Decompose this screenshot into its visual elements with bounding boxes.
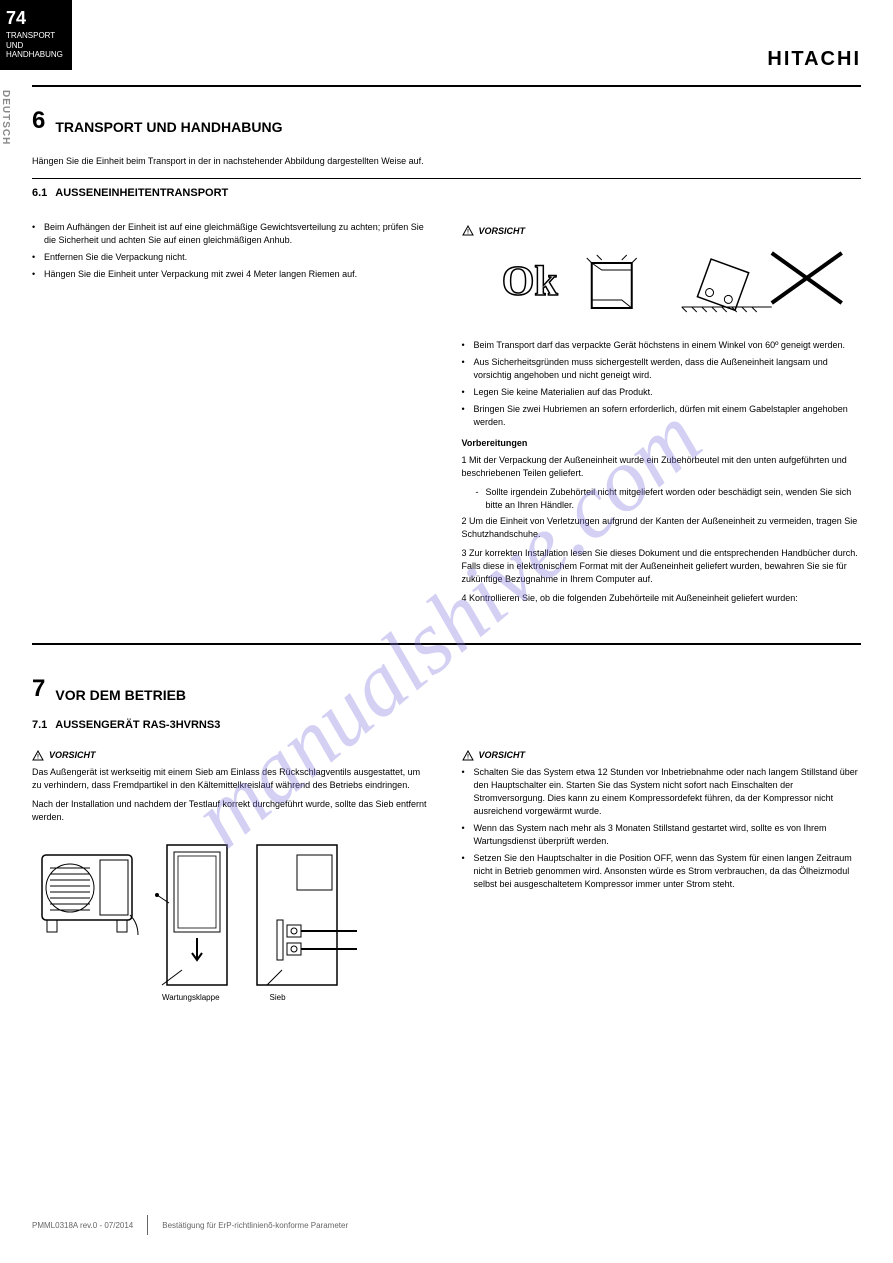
bullet-item: Entfernen Sie die Verpackung nicht. xyxy=(32,251,432,264)
upright-box-icon xyxy=(586,255,636,308)
bullet-item: Legen Sie keine Materialien auf das Prod… xyxy=(462,386,862,399)
left-column: ! VORSICHT Das Außengerät ist werkseitig… xyxy=(32,749,432,1003)
caution-label: VORSICHT xyxy=(49,749,96,762)
subsection-number: 7.1 xyxy=(32,719,47,731)
paragraph: Nach der Installation und nachdem der Te… xyxy=(32,798,432,824)
illustration-label: Sieb xyxy=(270,992,286,1004)
ok-text: Ok xyxy=(501,259,558,305)
list-heading: Vorbereitungen xyxy=(462,437,862,450)
footer-divider xyxy=(147,1215,148,1235)
bullet-item: Bringen Sie zwei Hubriemen an sofern erf… xyxy=(462,403,862,429)
subsection-heading: 6.1 AUSSENEINHEITENTRANSPORT xyxy=(32,179,861,207)
section-heading: 7 VOR DEM BETRIEB xyxy=(32,655,861,711)
svg-text:!: ! xyxy=(467,755,469,761)
page-footer: PMML0318A rev.0 - 07/2014 Bestätigung fü… xyxy=(32,1215,861,1235)
brand-logo: HITACHI xyxy=(767,48,861,71)
svg-text:!: ! xyxy=(467,230,469,236)
cross-icon xyxy=(771,253,841,303)
footer-description: Bestätigung für ErP-richtlinienõ-konform… xyxy=(162,1221,348,1230)
section-heading: 6 TRANSPORT UND HANDHABUNG xyxy=(32,87,861,143)
numbered-item: Mit der Verpackung der Außeneinheit wurd… xyxy=(462,455,847,478)
page-number: 74 xyxy=(6,8,66,29)
section-title: TRANSPORT UND HANDHABUNG xyxy=(55,119,282,135)
section-number: 7 xyxy=(32,675,45,703)
bullet-item: Schalten Sie das System etwa 12 Stunden … xyxy=(462,766,862,818)
subsection-heading: 7.1 AUSSENGERÄT RAS-3HVRNS3 xyxy=(32,711,861,739)
tilted-box-icon xyxy=(697,259,748,310)
subsection-title: AUSSENGERÄT RAS-3HVRNS3 xyxy=(55,719,220,731)
bullet-item: Setzen Sie den Hauptschalter in die Posi… xyxy=(462,852,862,891)
caution-label: VORSICHT xyxy=(479,225,526,238)
upright-tilt-illustration: Ok xyxy=(462,245,862,325)
numbered-item: Um die Einheit von Verletzungen aufgrund… xyxy=(462,516,858,539)
numbered-item: Kontrollieren Sie, ob die folgenden Zube… xyxy=(469,593,798,603)
intro-paragraph: Hängen Sie die Einheit beim Transport in… xyxy=(32,155,435,168)
left-column: Beim Aufhängen der Einheit ist auf eine … xyxy=(32,215,432,612)
language-tab: DEUTSCH xyxy=(0,90,11,145)
outdoor-unit-illustration xyxy=(32,840,142,950)
divider xyxy=(32,643,861,645)
footer-docnum: PMML0318A rev.0 - 07/2014 xyxy=(32,1221,133,1230)
subsection-title: AUSSENEINHEITENTRANSPORT xyxy=(55,187,228,199)
warning-icon: ! xyxy=(32,750,44,762)
subsection-number: 6.1 xyxy=(32,187,47,199)
warning-icon: ! xyxy=(462,225,474,237)
strainer-detail-illustration xyxy=(252,840,362,990)
illustration-label: Wartungsklappe xyxy=(162,992,220,1004)
right-column: ! VORSICHT Schalten Sie das System etwa … xyxy=(462,749,862,1003)
paragraph: Das Außengerät ist werkseitig mit einem … xyxy=(32,766,432,792)
svg-text:!: ! xyxy=(37,755,39,761)
page-header-text: TRANSPORT UND HANDHABUNG xyxy=(6,31,66,60)
bullet-item: Aus Sicherheitsgründen muss sichergestel… xyxy=(462,356,862,382)
warning-icon: ! xyxy=(462,750,474,762)
right-column: ! VORSICHT Ok xyxy=(462,215,862,612)
section-number: 6 xyxy=(32,107,45,135)
bullet-item: Wenn das System nach mehr als 3 Monaten … xyxy=(462,822,862,848)
bullet-item: Hängen Sie die Einheit unter Verpackung … xyxy=(32,268,432,281)
bullet-item: Beim Aufhängen der Einheit ist auf eine … xyxy=(32,221,432,247)
service-cover-illustration xyxy=(152,840,242,990)
numbered-item: Zur korrekten Installation lesen Sie die… xyxy=(462,548,858,584)
page-tab: 74 TRANSPORT UND HANDHABUNG xyxy=(0,0,72,70)
sub-item: Sollte irgendein Zubehörteil nicht mitge… xyxy=(462,486,862,512)
bullet-item: Beim Transport darf das verpackte Gerät … xyxy=(462,339,862,352)
section-title: VOR DEM BETRIEB xyxy=(55,687,186,703)
caution-label: VORSICHT xyxy=(479,749,526,762)
main-content: 6 TRANSPORT UND HANDHABUNG Hängen Sie di… xyxy=(32,85,861,1003)
